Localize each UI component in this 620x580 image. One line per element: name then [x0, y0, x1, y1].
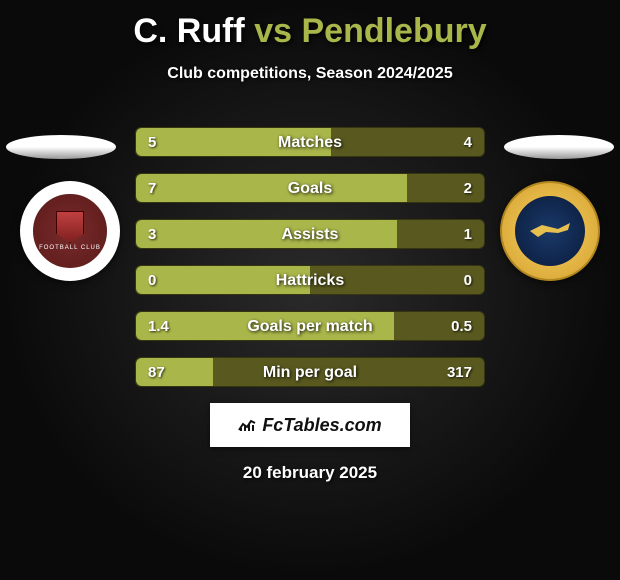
bird-icon	[530, 221, 570, 241]
stat-row: 1.4Goals per match0.5	[135, 311, 485, 341]
stat-value-right: 2	[464, 174, 472, 203]
stat-label: Goals	[136, 174, 484, 203]
shield-icon	[56, 211, 84, 243]
stat-value-right: 0.5	[451, 312, 472, 341]
stat-value-right: 4	[464, 128, 472, 157]
branding-text: FcTables.com	[262, 415, 381, 436]
subtitle: Club competitions, Season 2024/2025	[0, 65, 620, 83]
stat-value-right: 317	[447, 358, 472, 387]
page-title: C. Ruff vs Pendlebury	[0, 0, 620, 51]
chart-icon	[238, 418, 256, 432]
title-player1: C. Ruff	[133, 12, 244, 50]
stat-label: Matches	[136, 128, 484, 157]
date-label: 20 february 2025	[0, 463, 620, 483]
club-crest-right	[500, 181, 600, 281]
comparison-panel: FOOTBALL CLUB 5Matches4 7Goals2 3Assists1 0…	[0, 119, 620, 483]
stat-row: 7Goals2	[135, 173, 485, 203]
stat-label: Hattricks	[136, 266, 484, 295]
stat-rows: 5Matches4 7Goals2 3Assists1 0Hattricks0 1.4G…	[135, 119, 485, 387]
stat-row: 87Min per goal317	[135, 357, 485, 387]
stat-value-right: 1	[464, 220, 472, 249]
branding-badge[interactable]: FcTables.com	[210, 403, 410, 447]
club-crest-left: FOOTBALL CLUB	[20, 181, 120, 281]
player-marker-left	[6, 135, 116, 159]
stat-row: 0Hattricks0	[135, 265, 485, 295]
player-marker-right	[504, 135, 614, 159]
stat-label: Goals per match	[136, 312, 484, 341]
stat-row: 3Assists1	[135, 219, 485, 249]
title-vs: vs	[254, 12, 292, 50]
stat-row: 5Matches4	[135, 127, 485, 157]
stat-value-right: 0	[464, 266, 472, 295]
stat-label: Assists	[136, 220, 484, 249]
stat-label: Min per goal	[136, 358, 484, 387]
crest-left-text: FOOTBALL CLUB	[39, 245, 101, 251]
title-player2: Pendlebury	[301, 12, 486, 50]
